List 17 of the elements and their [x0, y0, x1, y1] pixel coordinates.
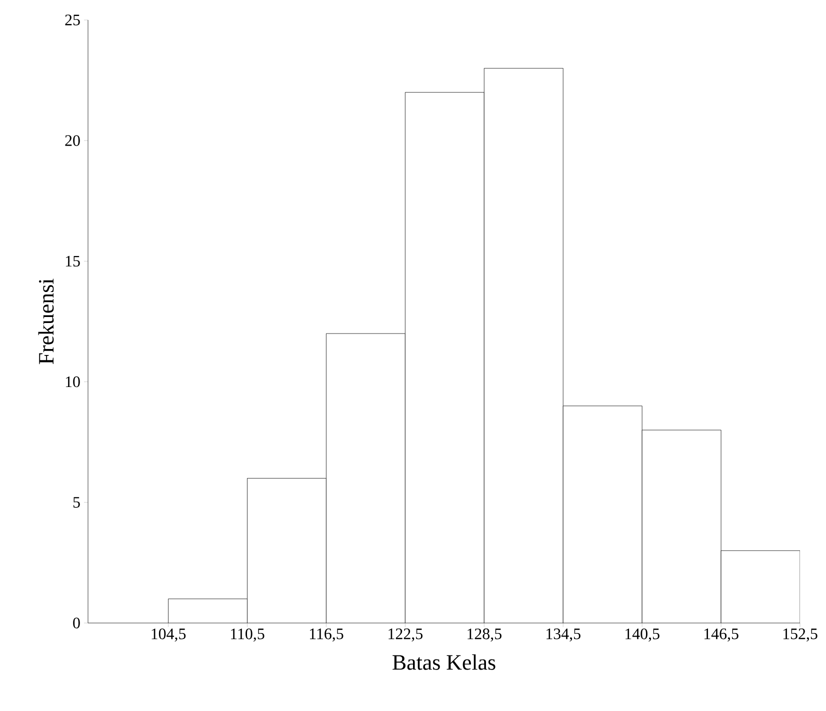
- x-tick-label: 116,5: [310, 628, 344, 642]
- x-tick-label: 110,5: [231, 628, 264, 642]
- y-tick-label: 20: [65, 135, 80, 146]
- x-axis-title: Batas Kelas: [392, 654, 496, 670]
- y-tick-label: 10: [66, 376, 80, 388]
- x-tick-label: 128,5: [468, 628, 502, 642]
- x-tick-label: 134,5: [546, 628, 580, 642]
- x-tick-label: 122,5: [388, 628, 422, 642]
- x-tick-label: 146,5: [704, 628, 738, 642]
- y-axis-title: Frekuensi: [38, 278, 54, 364]
- y-tick-label: 25: [65, 14, 80, 26]
- y-tick-label: 0: [73, 618, 80, 628]
- x-tick-label: 104,5: [152, 628, 186, 642]
- y-tick-label: 5: [73, 497, 80, 508]
- x-tick-label: 140,5: [626, 628, 660, 642]
- x-tick-label: 152,5: [783, 628, 818, 642]
- y-tick-label: 15: [66, 256, 80, 267]
